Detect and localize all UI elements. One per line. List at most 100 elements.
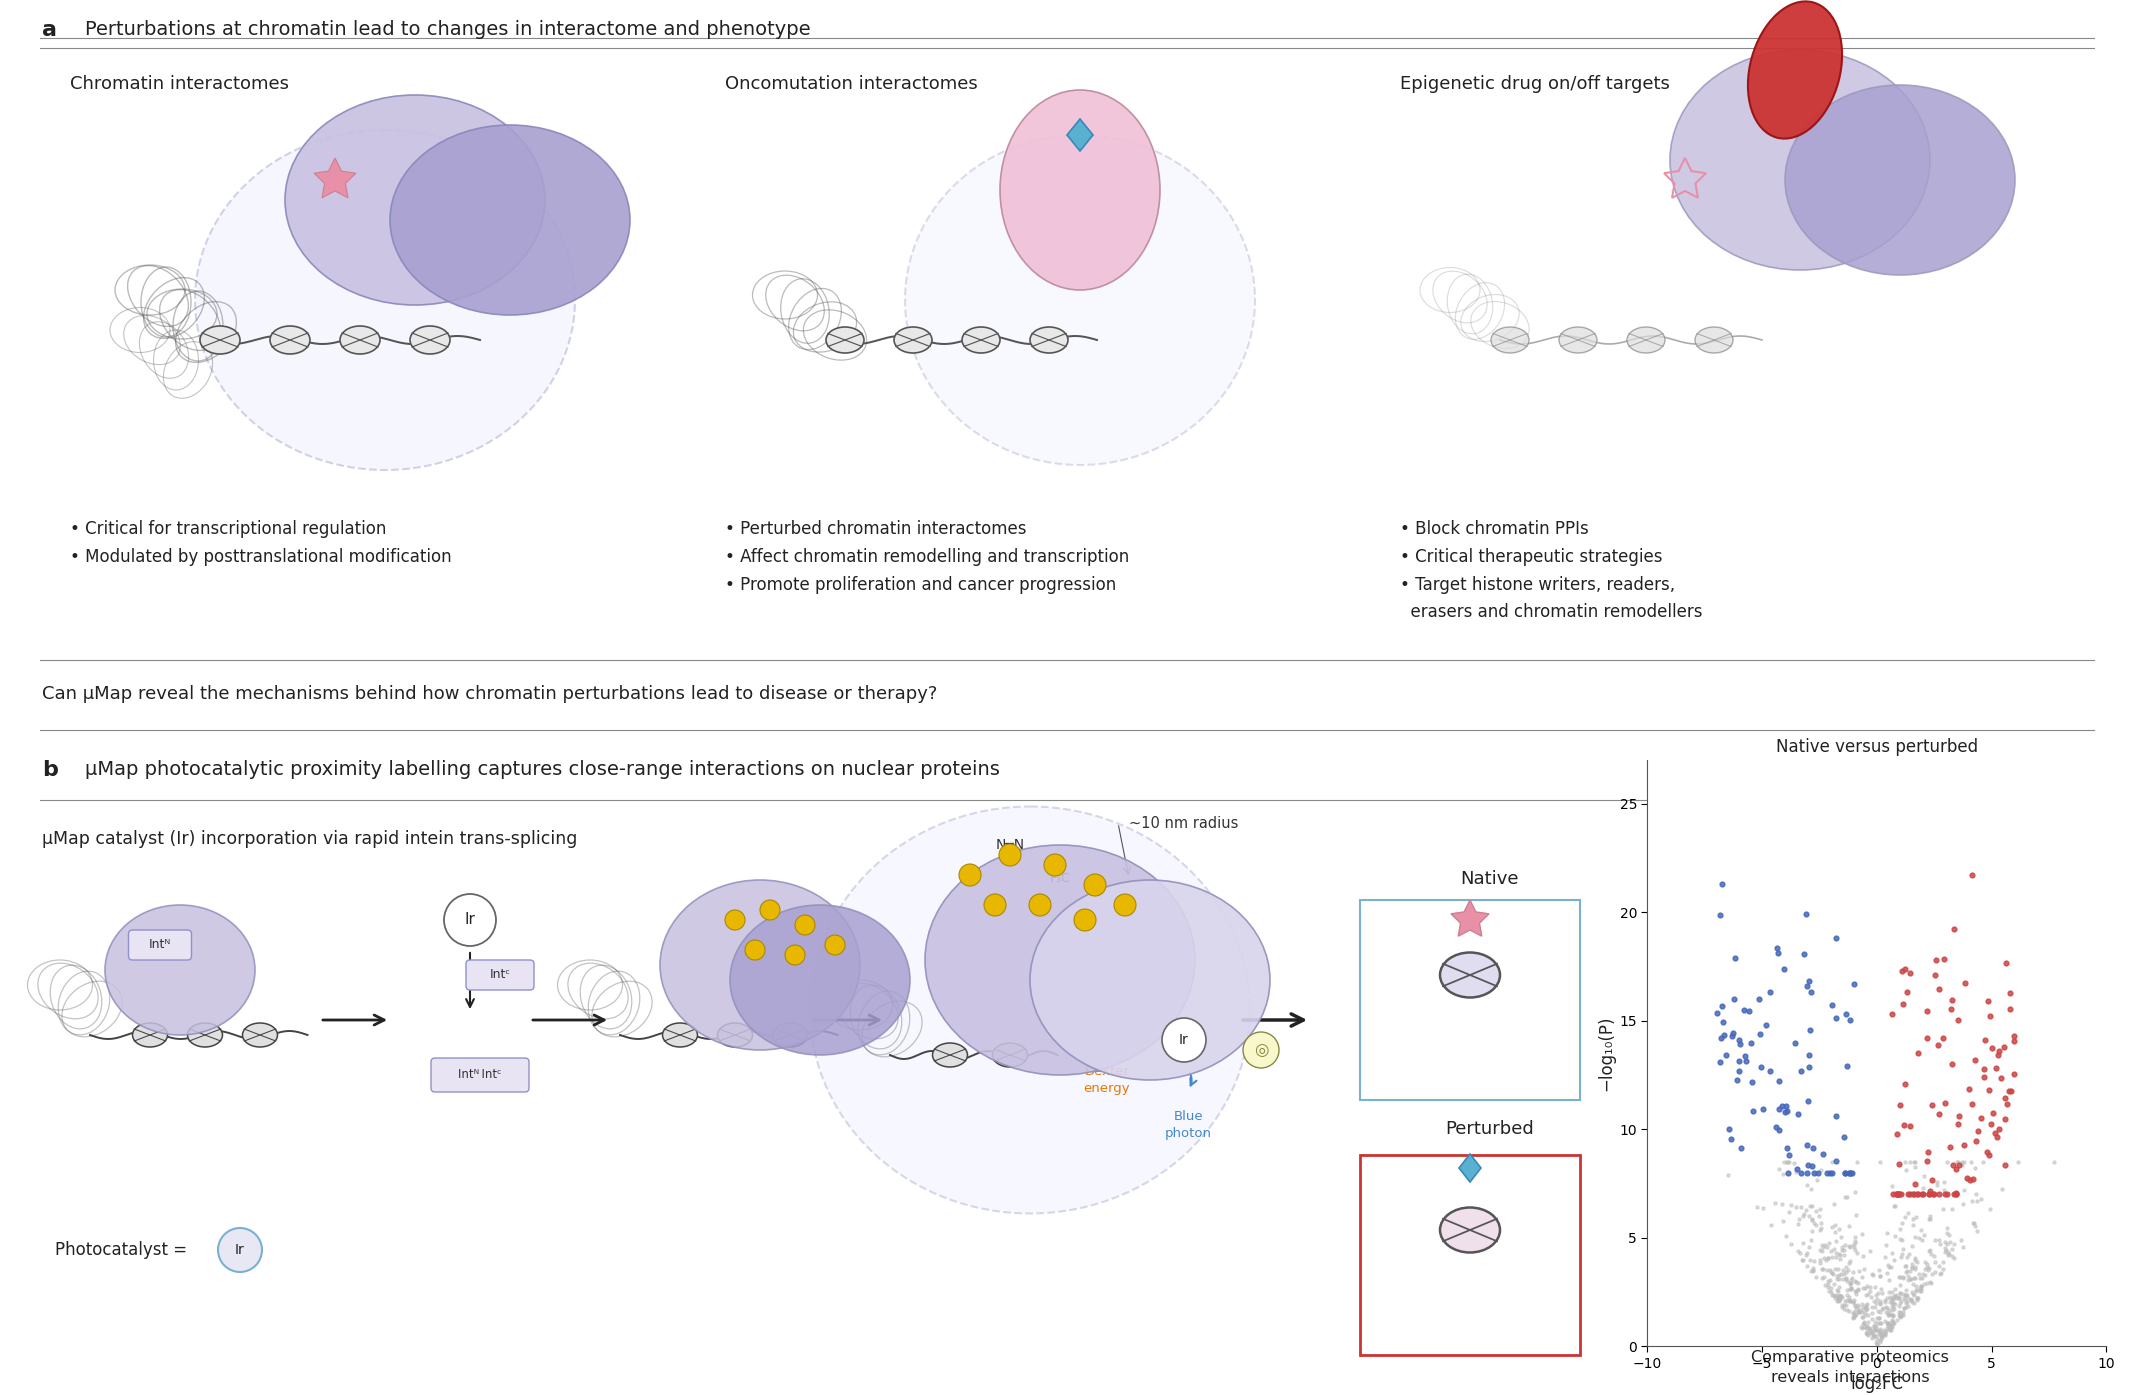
Point [1976, 1036, 2010, 1059]
X-axis label: log₂FC: log₂FC [1850, 1374, 1904, 1392]
Point [1722, 1060, 1756, 1083]
Point [1829, 1268, 1863, 1290]
Point [1946, 1236, 1980, 1258]
Point [1931, 1151, 1965, 1173]
Point [1959, 1130, 1993, 1152]
Point [1825, 1239, 1859, 1261]
Point [1921, 1175, 1955, 1197]
Text: ◎: ◎ [1255, 1041, 1268, 1059]
Point [1833, 1274, 1867, 1296]
Point [1970, 1141, 2004, 1163]
Point [1891, 981, 1925, 1003]
Ellipse shape [188, 1023, 222, 1048]
Point [1955, 1190, 1989, 1212]
Point [1863, 1318, 1897, 1341]
Point [1754, 1214, 1788, 1236]
Point [1805, 1258, 1840, 1281]
Point [1876, 1242, 1910, 1264]
Point [1904, 1275, 1938, 1297]
Point [1914, 1094, 1948, 1116]
Point [1842, 1302, 1876, 1324]
Point [1904, 1276, 1938, 1299]
Point [1929, 1183, 1963, 1205]
Point [1765, 1095, 1799, 1117]
Point [1863, 1328, 1897, 1350]
Point [1797, 1162, 1831, 1184]
Point [1848, 1258, 1882, 1281]
Point [1786, 1202, 1820, 1225]
Point [1814, 1281, 1848, 1303]
Point [1822, 1243, 1857, 1265]
Point [1840, 1279, 1874, 1302]
Point [1818, 1242, 1852, 1264]
Point [1931, 1243, 1965, 1265]
Point [1827, 1262, 1861, 1285]
Point [1850, 1275, 1884, 1297]
Point [1955, 864, 1989, 886]
Point [1807, 1247, 1842, 1269]
Point [1840, 1242, 1874, 1264]
Point [1846, 1302, 1880, 1324]
Point [1908, 1250, 1942, 1272]
Ellipse shape [826, 326, 864, 353]
Title: Native versus perturbed: Native versus perturbed [1775, 738, 1978, 756]
Point [1891, 1290, 1925, 1313]
Circle shape [958, 864, 982, 886]
Point [1822, 1268, 1857, 1290]
Point [1897, 1151, 1931, 1173]
Point [1959, 1183, 1993, 1205]
Point [1803, 1253, 1837, 1275]
Point [1761, 937, 1795, 960]
Point [1827, 1239, 1861, 1261]
Point [1867, 1322, 1901, 1345]
Text: Comparative proteomics: Comparative proteomics [1752, 1350, 1948, 1364]
Point [1927, 949, 1961, 971]
Point [1818, 1105, 1852, 1127]
Point [1886, 1297, 1921, 1320]
Point [1869, 1324, 1904, 1346]
Ellipse shape [1440, 1208, 1500, 1253]
Point [1872, 1318, 1906, 1341]
Point [1997, 1030, 2032, 1052]
Point [1848, 1314, 1882, 1336]
Point [1844, 1223, 1878, 1246]
Text: Ir: Ir [235, 1243, 245, 1257]
Point [1820, 1289, 1854, 1311]
Point [1820, 1286, 1854, 1309]
Point [1837, 1304, 1872, 1327]
Point [1833, 1271, 1867, 1293]
Point [1803, 1239, 1837, 1261]
Point [1703, 904, 1737, 926]
Point [1842, 1293, 1876, 1315]
Point [1837, 1226, 1872, 1249]
Ellipse shape [132, 1023, 166, 1048]
Ellipse shape [933, 1043, 967, 1067]
Point [1814, 995, 1848, 1017]
Point [1780, 1196, 1814, 1218]
Point [1827, 1295, 1861, 1317]
Point [1709, 1043, 1743, 1066]
Point [1790, 1089, 1825, 1112]
Point [1961, 1221, 1995, 1243]
Point [1833, 1278, 1867, 1300]
Point [1991, 1080, 2025, 1102]
Text: Chromatin interactomes: Chromatin interactomes [70, 75, 288, 93]
Polygon shape [1451, 900, 1490, 936]
Text: μMap catalyst (Ir) incorporation via rapid intein trans-splicing: μMap catalyst (Ir) incorporation via rap… [43, 830, 578, 848]
Point [1880, 1183, 1914, 1205]
Point [1953, 1169, 1987, 1191]
Point [1852, 1317, 1886, 1339]
Point [1807, 1233, 1842, 1256]
Ellipse shape [1626, 326, 1665, 353]
Text: Epigenetic drug on/off targets: Epigenetic drug on/off targets [1400, 75, 1671, 93]
Point [1878, 1285, 1912, 1307]
Point [1889, 1279, 1923, 1302]
Point [1842, 1302, 1876, 1324]
Point [1876, 1296, 1910, 1318]
Point [1997, 1025, 2032, 1048]
Point [1874, 1003, 1908, 1025]
Ellipse shape [962, 326, 1001, 353]
Point [1895, 1289, 1929, 1311]
Point [1904, 1229, 1938, 1251]
Point [1948, 1151, 1982, 1173]
